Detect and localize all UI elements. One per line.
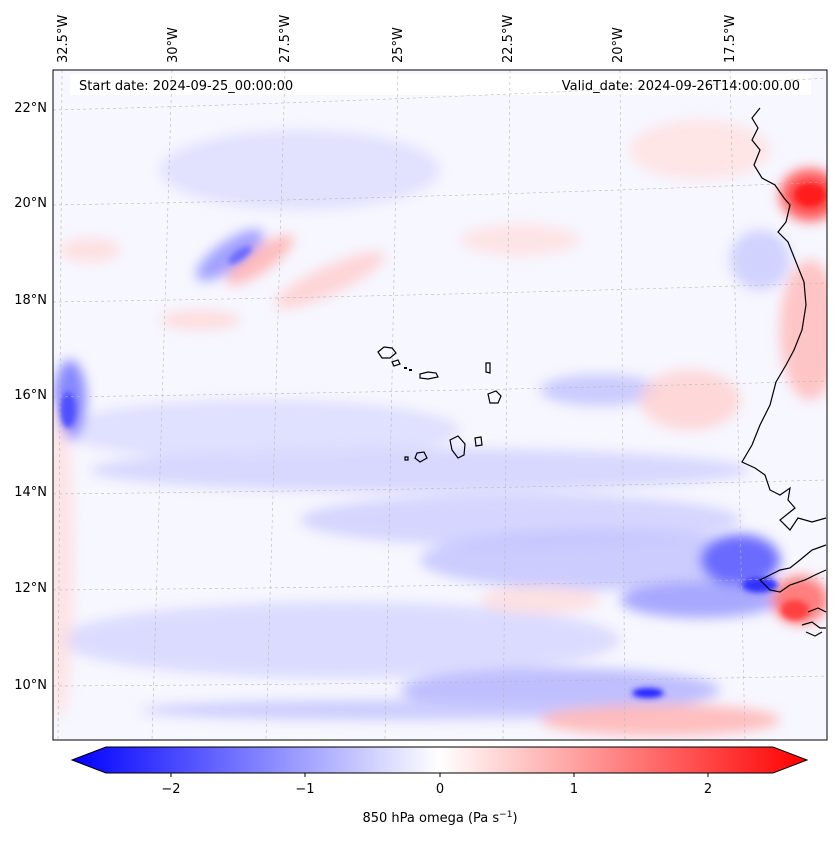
cape-verde-sal <box>485 362 491 374</box>
lon-label: 25°W <box>391 27 406 63</box>
colorbar-label-close: ) <box>512 811 517 826</box>
omega-strong-cells <box>60 183 826 698</box>
lat-label: 22°N <box>14 101 47 116</box>
colorbar-tick-label: 0 <box>436 782 444 797</box>
africa-coastline <box>741 107 827 531</box>
start-date-label: Start date: 2024-09-25_00:00:00 <box>79 79 293 94</box>
lon-label: 27.5°W <box>278 15 293 63</box>
coastlines <box>377 107 827 637</box>
lon-label: 30°W <box>166 27 181 63</box>
lon-label: 20°W <box>611 27 626 63</box>
omega-field <box>53 120 827 736</box>
gridlines <box>53 70 827 740</box>
latitude-labels: 22°N 20°N 18°N 16°N 14°N 12°N 10°N <box>14 101 47 693</box>
colorbar-label-exponent: −1 <box>499 810 512 820</box>
colorbar-tick-label: 2 <box>704 782 712 797</box>
lat-label: 14°N <box>14 485 47 500</box>
guinea-coast <box>801 607 827 637</box>
longitude-labels: 32.5°W 30°W 27.5°W 25°W 22.5°W 20°W 17.5… <box>56 15 738 63</box>
cape-verde-santo-antao <box>377 346 397 359</box>
cape-verde-sao-vicente <box>391 359 401 367</box>
coast-dots <box>404 367 412 371</box>
senegal-coast <box>758 544 827 593</box>
colorbar: −2 −1 0 1 2 850 hPa omega (Pa s−1) <box>70 746 809 826</box>
lat-label: 12°N <box>14 581 47 596</box>
lon-label: 22.5°W <box>501 15 516 63</box>
colorbar-label: 850 hPa omega (Pa s−1) <box>362 810 517 826</box>
cape-verde-brava <box>404 456 409 461</box>
colorbar-tick-label: −2 <box>161 782 180 797</box>
valid-date-label: Valid_date: 2024-09-26T14:00:00.00 <box>562 79 800 94</box>
header-strip <box>70 74 811 95</box>
colorbar-ticks <box>170 773 709 777</box>
colorbar-body <box>70 746 809 774</box>
map-panel <box>53 70 827 740</box>
lat-label: 18°N <box>14 293 47 308</box>
cape-verde-santiago <box>449 435 466 459</box>
lat-label: 10°N <box>14 678 47 693</box>
colorbar-label-main: 850 hPa omega (Pa s <box>362 811 499 826</box>
lon-label: 17.5°W <box>723 15 738 63</box>
lon-label: 32.5°W <box>56 15 71 63</box>
cape-verde-boa-vista <box>487 390 502 404</box>
lat-label: 20°N <box>14 196 47 211</box>
colorbar-tick-labels: −2 −1 0 1 2 <box>161 782 712 797</box>
lat-label: 16°N <box>14 388 47 403</box>
colorbar-tick-label: 1 <box>570 782 578 797</box>
cape-verde-sao-nicolau <box>419 371 439 380</box>
cape-verde-fogo <box>414 451 428 463</box>
map-frame <box>52 69 828 741</box>
colorbar-tick-label: −1 <box>295 782 314 797</box>
cape-verde-maio <box>474 436 483 447</box>
